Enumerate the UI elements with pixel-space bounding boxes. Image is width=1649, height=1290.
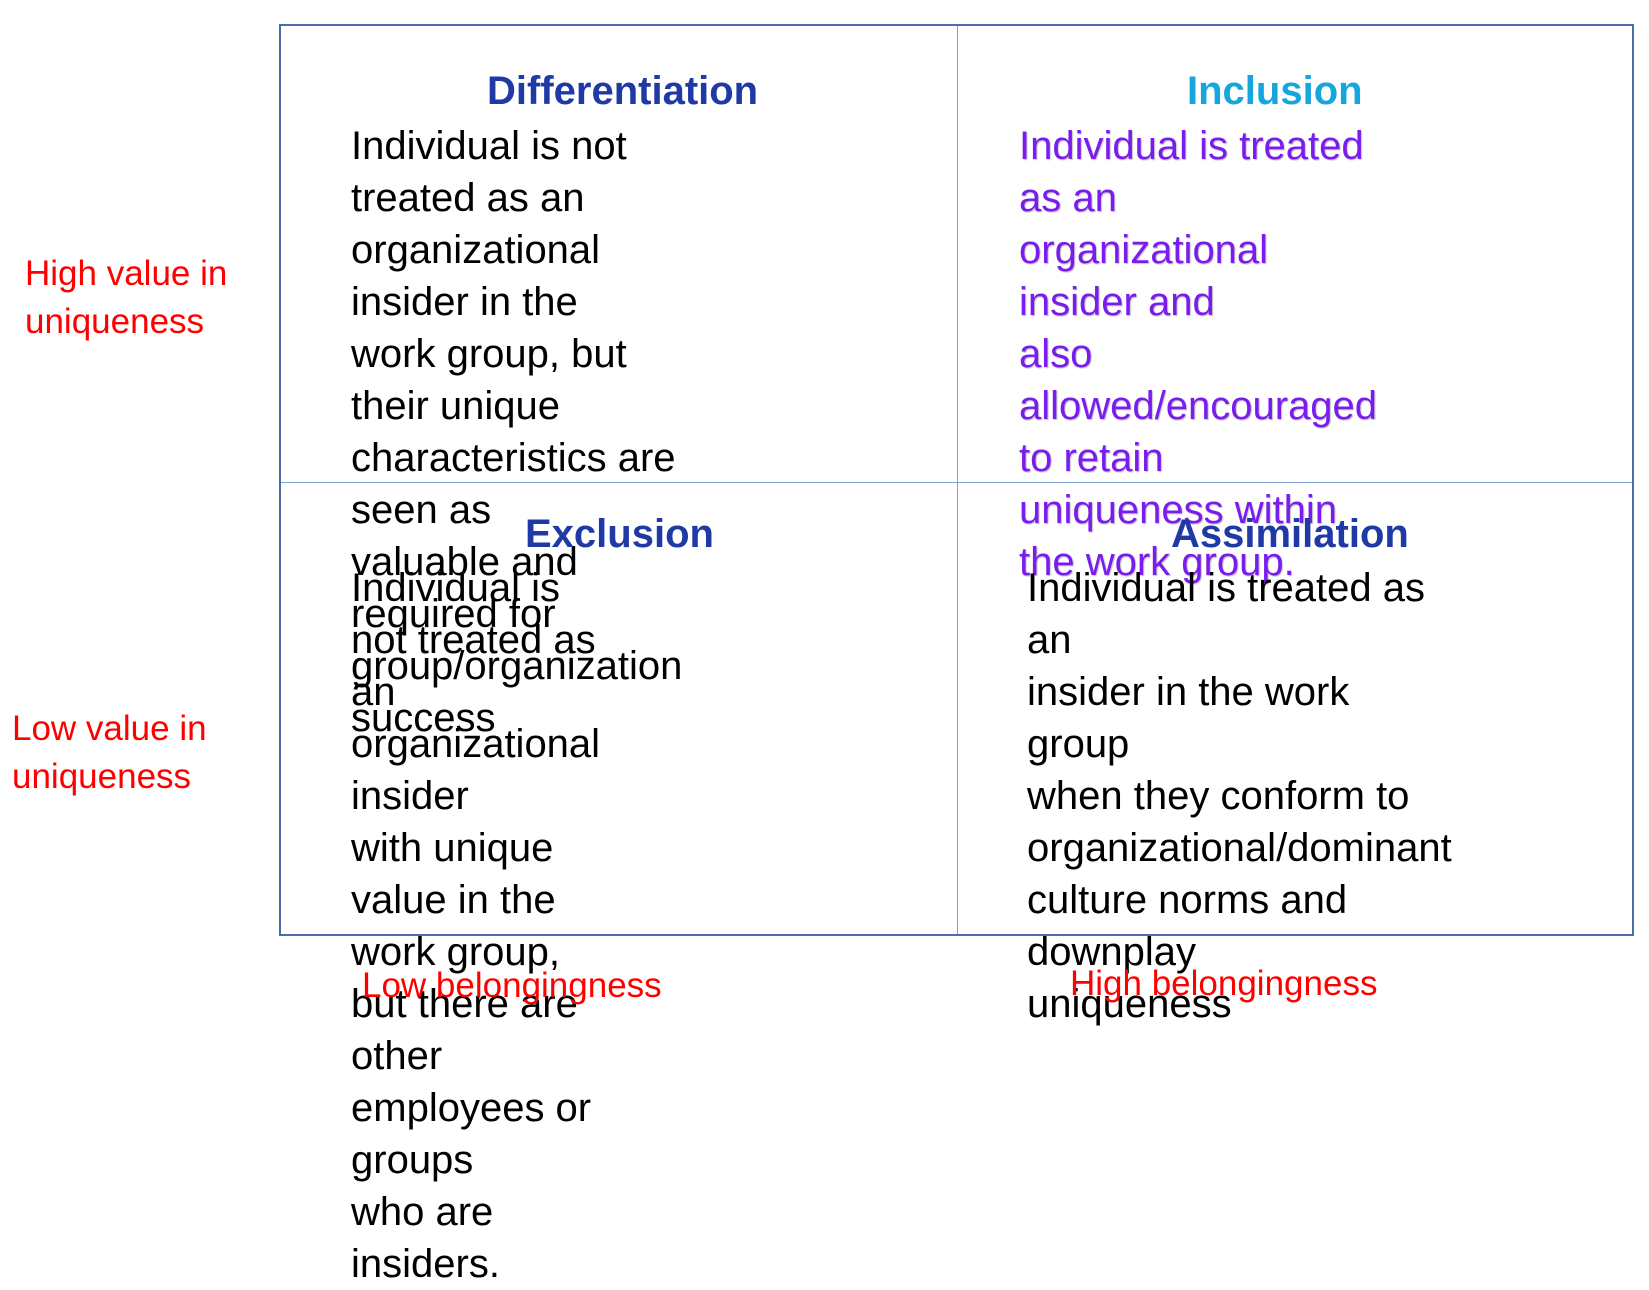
y-axis-high-label: High value in uniqueness: [25, 254, 228, 341]
quadrant-body-differentiation: Individual is not treated as an organiza…: [351, 124, 683, 740]
quadrant-title-differentiation: Differentiation: [487, 69, 759, 113]
y-axis-low-label: Low value in uniqueness: [12, 709, 207, 796]
quadrant-body-exclusion: Individual is not treated as an organiza…: [351, 566, 601, 1286]
quadrant-grid: Differentiation Individual is not treate…: [279, 24, 1634, 1286]
quadrant-title-exclusion: Exclusion: [525, 512, 714, 556]
quadrant-title-assimilation: Assimilation: [1171, 512, 1409, 556]
x-axis-low-label: Low belongingness: [362, 966, 662, 1005]
horizontal-divider: [281, 482, 1632, 483]
quadrant-body-inclusion: Individual is treated as an organization…: [1019, 124, 1378, 584]
x-axis-high-label: High belongingness: [1070, 964, 1378, 1003]
quadrant-title-inclusion: Inclusion: [1187, 69, 1363, 113]
quadrant-body-assimilation: Individual is treated as an insider in t…: [1027, 566, 1452, 1026]
vertical-divider: [957, 26, 958, 934]
